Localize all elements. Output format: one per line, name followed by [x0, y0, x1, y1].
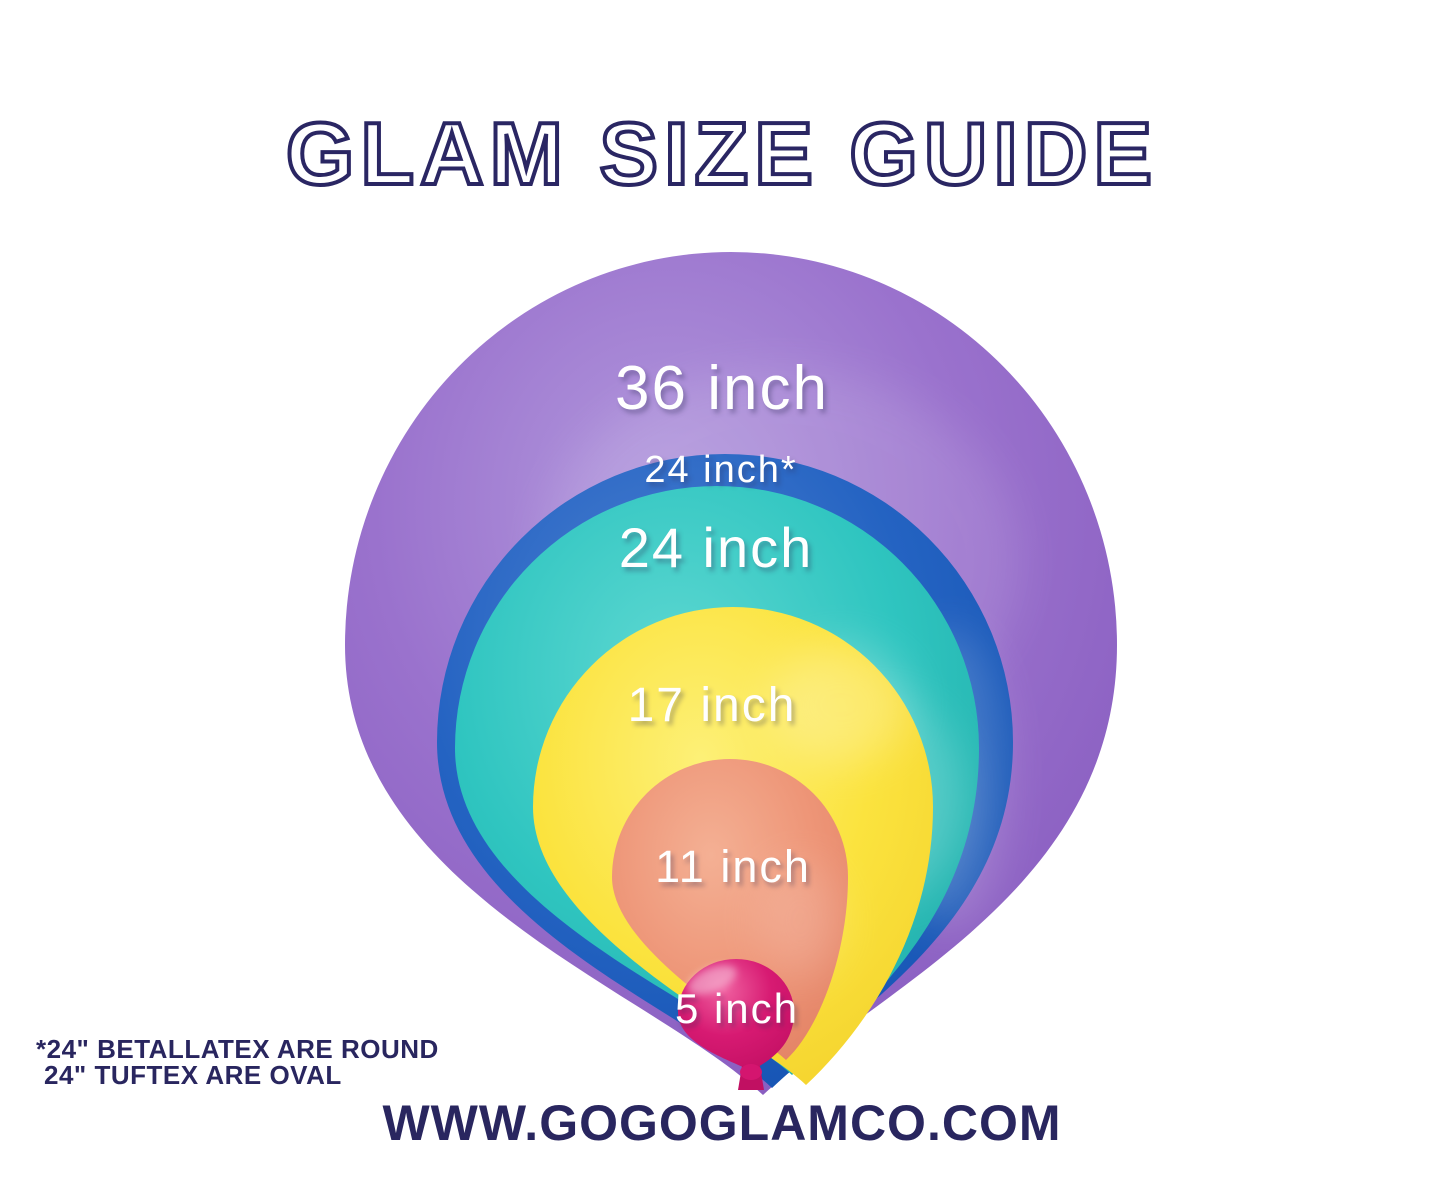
- label-5-inch: 5 inch: [675, 985, 799, 1032]
- balloon-5-sheen: [687, 965, 737, 995]
- footnote-line-2: 24" TUFTEX ARE OVAL: [44, 1060, 342, 1090]
- balloon-17-sheen: [770, 645, 910, 765]
- label-36-inch: 36 inch: [615, 354, 829, 423]
- balloon-11-shape: [612, 759, 848, 1060]
- website-url: WWW.GOGOGLAMCO.COM: [382, 1095, 1061, 1151]
- label-17-inch: 17 inch: [628, 679, 797, 732]
- label-24-inch: 24 inch: [619, 516, 814, 579]
- balloon-11-sheen: [758, 862, 842, 978]
- page-title: GLAM SIZE GUIDE: [286, 104, 1158, 203]
- footnote-line-1: *24" BETALLATEX ARE ROUND: [36, 1034, 439, 1064]
- balloon-11-inch: [612, 759, 848, 1060]
- label-24-inch-starred: 24 inch*: [644, 449, 797, 491]
- label-11-inch: 11 inch: [655, 841, 811, 892]
- balloon-5-inch: [678, 959, 794, 1090]
- balloon-5-knot-tie: [740, 1064, 762, 1080]
